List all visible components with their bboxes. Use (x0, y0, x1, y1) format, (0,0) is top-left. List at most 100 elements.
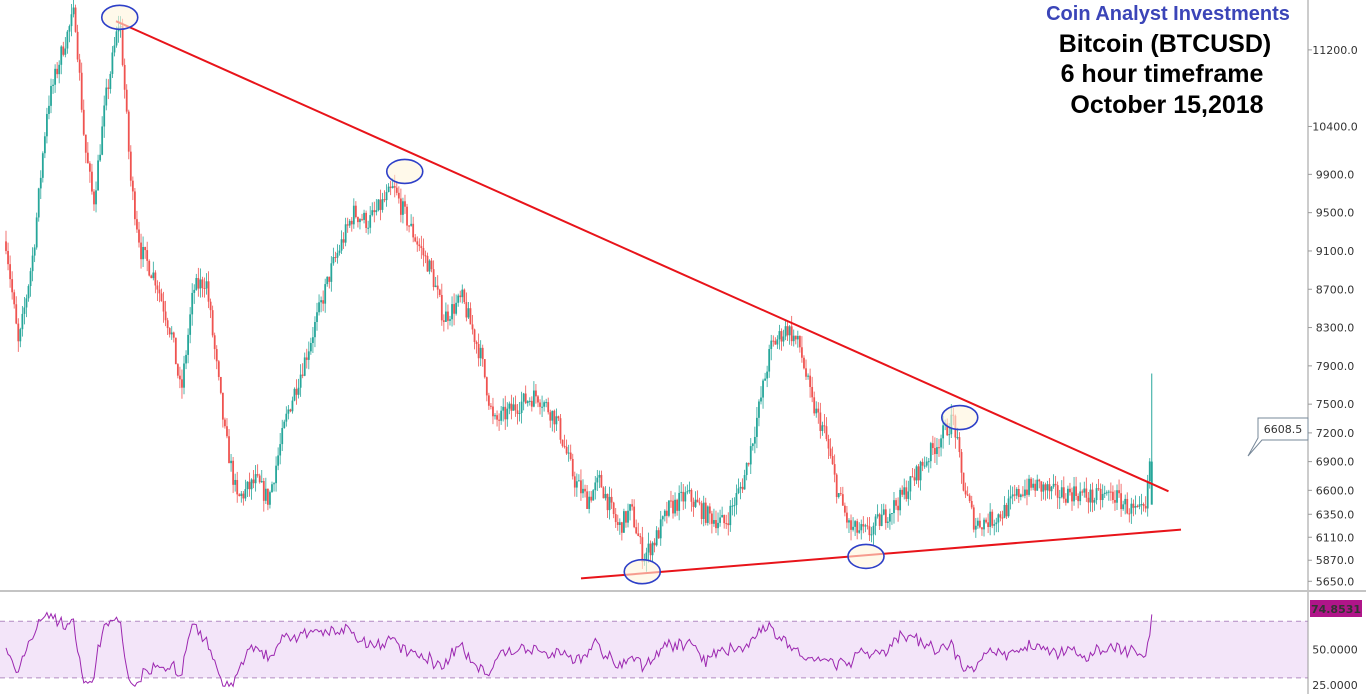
candle-body (1093, 500, 1096, 503)
candle-body (185, 354, 187, 364)
candle-body (207, 281, 210, 302)
candle-body (1048, 484, 1051, 492)
candle-body (1058, 497, 1061, 499)
candle-body (854, 521, 857, 527)
candle-body (940, 438, 942, 448)
candle-body (917, 466, 920, 481)
candle-body (545, 402, 548, 404)
candle-body (586, 491, 588, 509)
candle-body (535, 390, 537, 397)
candle-body (199, 279, 202, 289)
candle-body (915, 466, 918, 481)
candle-body (723, 515, 726, 524)
candle-body (498, 419, 501, 421)
candle-body (324, 284, 327, 304)
candle-body (107, 87, 110, 89)
candle-body (213, 335, 216, 350)
candle-body (594, 482, 597, 491)
candle-body (541, 406, 543, 408)
candle-body (839, 493, 842, 495)
candle-body (934, 448, 936, 455)
candle-body (46, 113, 48, 137)
candle-body (1015, 488, 1018, 496)
candle-body (99, 154, 102, 161)
candle-body (512, 404, 515, 411)
pivot-highlight-ellipse (847, 543, 885, 570)
candle-body (111, 52, 114, 74)
candle-body (481, 347, 484, 360)
candle-body (1075, 486, 1077, 496)
candle-body (138, 229, 140, 243)
candle-body (240, 493, 243, 496)
candle-body (688, 489, 691, 492)
candle-body (1036, 479, 1039, 491)
candle-body (373, 210, 376, 213)
candle-body (817, 408, 820, 413)
candle-body (494, 415, 496, 417)
candle-body (921, 461, 924, 466)
price-tick-label: 9100.0 (1316, 245, 1355, 258)
candle-body (835, 474, 838, 498)
candle-body (314, 321, 316, 338)
candle-body (731, 505, 734, 507)
candle-body (919, 461, 922, 481)
candle-body (1081, 491, 1084, 493)
candle-body (37, 188, 40, 218)
candle-body (334, 257, 337, 259)
candle-body (332, 257, 335, 264)
candle-body (86, 152, 89, 164)
candle-body (301, 374, 304, 376)
price-tick-label: 8300.0 (1316, 322, 1355, 335)
candle-body (232, 460, 235, 485)
candle-body (103, 105, 106, 127)
candle-body (455, 302, 458, 314)
candle-body (162, 301, 165, 312)
candle-body (710, 513, 713, 524)
candle-body (140, 242, 142, 260)
candle-body (708, 506, 711, 514)
candle-body (436, 285, 439, 290)
candle-body (1101, 494, 1104, 501)
candle-body (717, 522, 719, 529)
candle-body (903, 487, 906, 495)
candle-body (907, 491, 910, 499)
candle-body (985, 519, 987, 523)
candle-body (567, 452, 570, 454)
candle-body (19, 329, 22, 342)
candle-body (113, 45, 116, 53)
candle-body (858, 530, 861, 533)
candle-body (991, 511, 994, 526)
candle-body (1011, 494, 1014, 497)
candle-body (1044, 484, 1047, 491)
candle-body (1128, 513, 1131, 515)
candle-body (33, 247, 36, 256)
candle-body (620, 522, 623, 533)
candle-body (483, 359, 486, 378)
candle-body (432, 269, 435, 288)
candle-body (575, 481, 578, 488)
candle-body (680, 491, 683, 493)
last-price-box (1247, 417, 1309, 457)
candle-body (287, 409, 290, 414)
candle-body (690, 489, 693, 502)
candle-body (445, 311, 447, 322)
candle-body (35, 217, 38, 248)
candle-body (442, 320, 445, 322)
price-tick-label: 7900.0 (1316, 360, 1355, 373)
candle-body (645, 552, 648, 561)
candle-body (328, 276, 331, 282)
candle-body (13, 292, 16, 305)
candle-body (1040, 481, 1043, 492)
candle-body (250, 479, 253, 490)
candle-body (5, 241, 7, 251)
candle-body (367, 227, 370, 229)
candle-body (936, 447, 938, 455)
candle-body (946, 423, 949, 436)
candle-body (144, 246, 147, 251)
candle-body (309, 343, 312, 352)
candle-body (404, 201, 406, 207)
candle-body (469, 308, 472, 325)
candle-body (449, 319, 451, 321)
candle-body (1083, 488, 1086, 493)
candle-body (285, 413, 288, 422)
